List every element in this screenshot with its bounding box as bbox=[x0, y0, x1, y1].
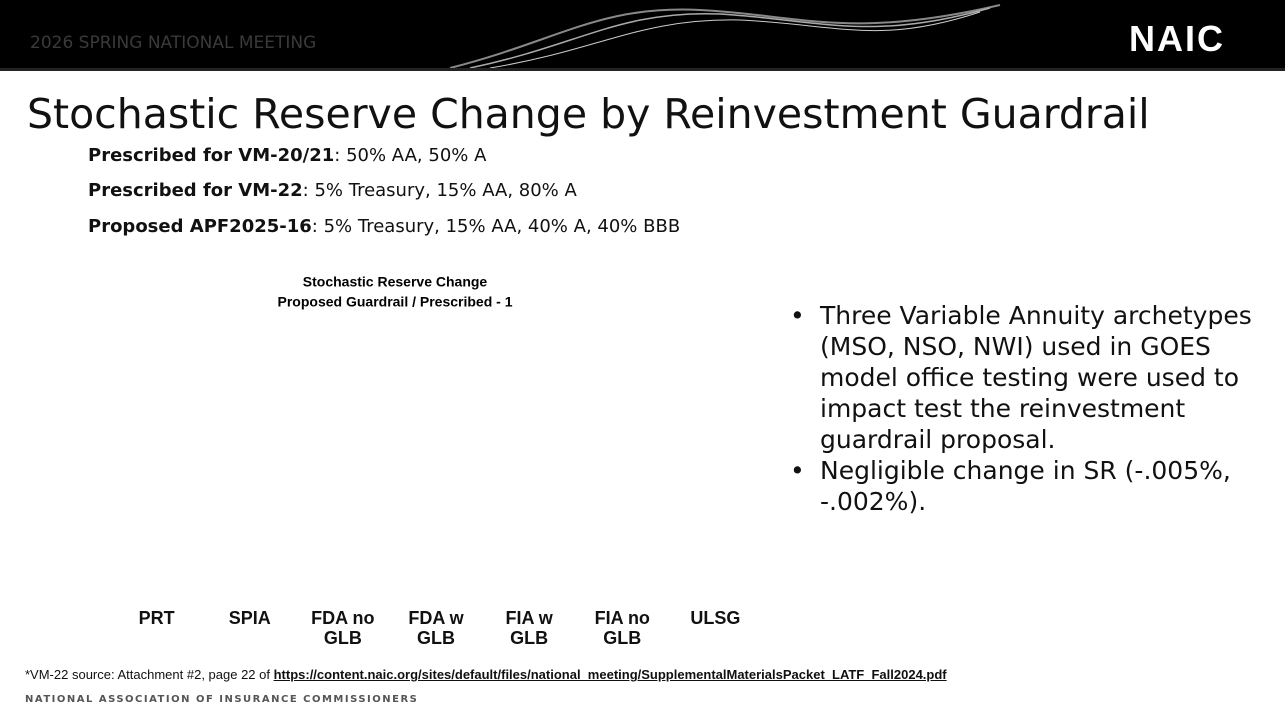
x-tick-label: SPIA bbox=[210, 608, 290, 628]
footer: NATIONAL ASSOCIATION OF INSURANCE COMMIS… bbox=[25, 694, 418, 705]
x-tick-label: FDA w GLB bbox=[396, 608, 476, 648]
x-tick-label: FIA no GLB bbox=[582, 608, 662, 648]
footnote-link[interactable]: https://content.naic.org/sites/default/f… bbox=[274, 667, 947, 682]
mix-line: Prescribed for VM-20/21: 50% AA, 50% A bbox=[88, 145, 486, 166]
x-tick-label: ULSG bbox=[675, 608, 755, 628]
bullet: Three Variable Annuity archetypes (MSO, … bbox=[790, 300, 1275, 455]
mix-label: Prescribed for VM-20/21 bbox=[88, 145, 334, 166]
chart-title: Stochastic Reserve Change bbox=[303, 274, 488, 290]
slide-title: Stochastic Reserve Change by Reinvestmen… bbox=[27, 90, 1150, 138]
logo: NAIC bbox=[1129, 18, 1225, 60]
mix-text: : 50% AA, 50% A bbox=[334, 145, 486, 166]
chart: Stochastic Reserve Change Proposed Guard… bbox=[0, 260, 780, 660]
mix-label: Proposed APF2025-16 bbox=[88, 216, 312, 237]
mix-line: Proposed APF2025-16: 5% Treasury, 15% AA… bbox=[88, 216, 680, 237]
mix-text: : 5% Treasury, 15% AA, 40% A, 40% BBB bbox=[312, 216, 680, 237]
x-tick-label: PRT bbox=[117, 608, 197, 628]
mix-text: : 5% Treasury, 15% AA, 80% A bbox=[303, 180, 577, 201]
slide: 2026 SPRING NATIONAL MEETING NAIC Stocha… bbox=[0, 0, 1285, 721]
x-tick-label: FDA no GLB bbox=[303, 608, 383, 648]
bullet: Negligible change in SR (-.005%, -.002%)… bbox=[790, 455, 1275, 517]
mix-line: Prescribed for VM-22: 5% Treasury, 15% A… bbox=[88, 180, 577, 201]
x-tick-label: FIA w GLB bbox=[489, 608, 569, 648]
header-bar: 2026 SPRING NATIONAL MEETING NAIC bbox=[0, 0, 1285, 71]
footnote: *VM-22 source: Attachment #2, page 22 of… bbox=[25, 667, 947, 682]
mix-label: Prescribed for VM-22 bbox=[88, 180, 303, 201]
bullet-list: Three Variable Annuity archetypes (MSO, … bbox=[790, 300, 1275, 517]
footnote-text: *VM-22 source: Attachment #2, page 22 of bbox=[25, 667, 274, 682]
meeting-name: 2026 SPRING NATIONAL MEETING bbox=[30, 33, 316, 53]
chart-subtitle: Proposed Guardrail / Prescribed - 1 bbox=[278, 294, 513, 310]
